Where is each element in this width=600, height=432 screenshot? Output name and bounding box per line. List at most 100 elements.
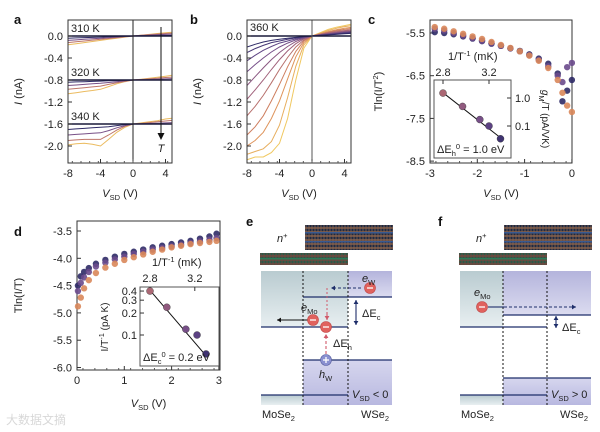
d-inset-activation-energy: ΔEc0 = 0.2 eV: [143, 350, 211, 366]
label-end: ): [100, 303, 111, 306]
a-y-tick-label: -0.8: [44, 75, 63, 87]
d-plot-frame: [76, 220, 221, 371]
label-rest: = 1.0 eV: [460, 144, 505, 156]
d-x-tick-label: 0: [74, 375, 80, 387]
arrow-head-icon: [553, 324, 559, 328]
label-sub: 2: [490, 414, 494, 423]
label-sub: Mo: [307, 307, 317, 316]
label-main: n: [476, 233, 482, 245]
b-plot-frame: [246, 19, 352, 164]
panel-b-curves: [247, 23, 351, 161]
iv-curve: [247, 32, 351, 48]
iv-curve: [247, 26, 351, 147]
f-wse2-layer-line: [504, 241, 592, 243]
a-y-tick-label: -0.4: [44, 53, 63, 65]
data-point: [507, 44, 514, 52]
label-sub: W: [325, 374, 333, 383]
label-main: MoSe: [262, 409, 291, 421]
f-bias-label: VSD > 0: [551, 389, 587, 403]
label-unit: (mK: [175, 257, 199, 269]
label-main: I: [192, 102, 204, 105]
label-main: 1/T: [152, 257, 168, 269]
data-point: [554, 76, 561, 84]
data-point: [535, 57, 542, 64]
label-unit: (V): [501, 188, 519, 200]
label-sub: SD: [138, 403, 149, 412]
e-bias-label: VSD < 0: [352, 389, 388, 403]
label-sub: 2: [584, 414, 588, 423]
iv-curve: [247, 23, 351, 161]
d-y-tick-label: -5.5: [53, 335, 72, 347]
data-point: [568, 76, 575, 84]
label-unit: (pA K: [100, 306, 111, 334]
data-point: [121, 256, 128, 264]
c-y-tick-label: -6.5: [406, 71, 425, 83]
label-main: ΔE: [562, 322, 577, 334]
c-inset-frame: [433, 79, 512, 159]
data-point: [526, 52, 533, 59]
label-main: e: [474, 287, 480, 299]
d-inset-y-tick-label: 0.3: [122, 295, 137, 307]
label-main: V: [281, 188, 290, 200]
data-point: [459, 30, 467, 38]
data-point: [92, 263, 100, 270]
data-point: [206, 238, 213, 246]
b-y-tick-label: -0.4: [223, 53, 242, 65]
b-y-axis-label: I (nA): [192, 78, 204, 105]
a-y-axis-label: I (nA): [13, 78, 25, 105]
label-main: h: [319, 369, 325, 381]
a-plot-frame: [67, 19, 173, 164]
c-inset-data-point: [458, 102, 467, 111]
data-point: [177, 242, 185, 249]
label-main: e: [301, 302, 307, 314]
data-point: [488, 38, 495, 46]
e-mose2-valence-region: [261, 395, 303, 405]
label-main: ΔE: [437, 144, 452, 156]
label-sub: c: [158, 357, 162, 366]
data-point: [85, 268, 93, 276]
watermark: 大数据文摘: [6, 412, 66, 427]
d-inset-y-tick-label: 0.2: [122, 308, 137, 320]
data-point: [74, 287, 82, 295]
temperature-label: 360 K: [250, 22, 279, 34]
label-rest: > 0: [569, 389, 588, 401]
c-inset-y-axis-label: gM/T (pA/VK): [537, 90, 550, 148]
label-unit: (V): [299, 188, 317, 200]
data-point: [213, 237, 220, 245]
label-sub: SD: [491, 193, 502, 202]
label-unit: (mK: [471, 51, 495, 63]
label-sub: W: [368, 278, 376, 287]
c-plot-frame: [429, 19, 573, 164]
label-unit: (V): [149, 398, 167, 410]
arrow-head-icon: [331, 285, 335, 291]
f-left-material-label: MoSe2: [461, 409, 494, 423]
label-end: ): [198, 257, 202, 269]
f-delta-c-label: ΔEc: [562, 322, 581, 336]
c-y-tick-label: -7.5: [406, 113, 425, 125]
c-x-tick-label: -3: [425, 168, 435, 180]
label-main: WSe: [560, 409, 584, 421]
d-inset-data-point: [182, 325, 190, 333]
panel-label-a: a: [14, 12, 22, 27]
data-point: [74, 303, 82, 310]
d-y-tick-label: -6.0: [53, 363, 72, 375]
data-point: [85, 276, 93, 284]
temperature-arrow-label: T: [158, 143, 166, 155]
label-rest: = 0.2 eV: [166, 352, 211, 364]
c-inset-y-tick-label: 0.1: [515, 121, 530, 133]
iv-curve: [247, 28, 351, 136]
c-x-axis-label: VSD (V): [483, 188, 519, 202]
arrow-head-icon: [277, 317, 281, 323]
label-main: V: [551, 389, 560, 401]
data-point: [431, 23, 438, 31]
label-sup: 0: [161, 350, 165, 359]
data-point: [111, 260, 119, 267]
iv-curve: [247, 30, 351, 86]
e-wse2-layer-line: [305, 232, 393, 234]
label-sup: -1: [168, 255, 175, 264]
d-inset-data-point: [193, 331, 201, 339]
f-wse2-layers: [504, 225, 592, 250]
panel-a-curves: [68, 31, 172, 147]
label-sub: SD: [558, 394, 569, 403]
arrow-head-icon: [323, 334, 329, 338]
